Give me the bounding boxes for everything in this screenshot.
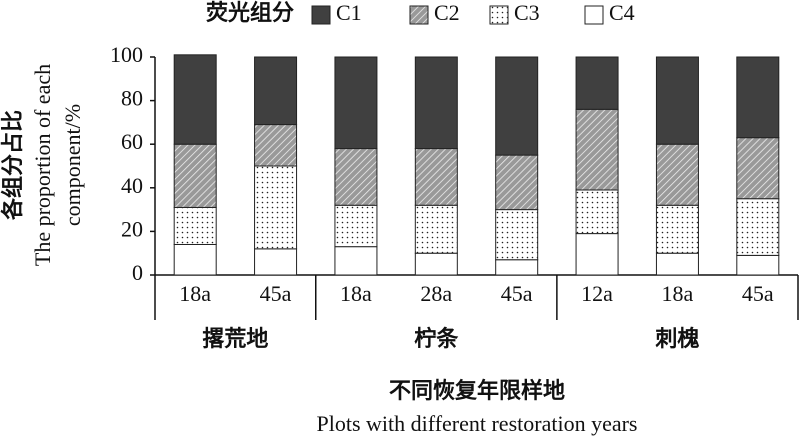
- bar-segment: [495, 154, 539, 211]
- bar-segment: [655, 204, 699, 254]
- x-tick-label: 18a: [340, 281, 372, 306]
- x-tick-label: 12a: [581, 281, 613, 306]
- bar-segment: [736, 198, 780, 256]
- legend-label: C4: [609, 0, 635, 25]
- bar-segment: [173, 54, 217, 145]
- legend-swatch: [311, 5, 331, 25]
- group-label: 柠条: [414, 326, 459, 351]
- y-tick-label: 100: [110, 42, 143, 67]
- group-label: 撂荒地: [202, 326, 268, 351]
- bar-segment: [575, 233, 619, 276]
- bar-segment: [254, 56, 298, 126]
- legend-swatch: [584, 5, 604, 25]
- bar-segment: [414, 56, 458, 150]
- legend-label: C2: [434, 0, 460, 25]
- bar-segment: [736, 137, 780, 200]
- y-tick-label: 0: [132, 260, 143, 285]
- bar-segment: [254, 165, 298, 250]
- y-axis-label: component/%: [60, 104, 85, 226]
- y-axis-label: The proportion of each: [30, 64, 55, 266]
- legend-swatch: [489, 5, 509, 25]
- y-tick-label: 80: [121, 86, 143, 111]
- legend-title: 荧光组分: [206, 0, 294, 25]
- group-label: 刺槐: [655, 326, 699, 351]
- bar-segment: [334, 246, 378, 276]
- bar-segment: [173, 243, 217, 276]
- bar-segment: [173, 143, 217, 208]
- bar-segment: [254, 248, 298, 276]
- bar-segment: [655, 143, 699, 206]
- bar-segment: [736, 254, 780, 276]
- bar-segment: [334, 148, 378, 206]
- x-tick-label: 28a: [420, 281, 452, 306]
- bar-segment: [334, 204, 378, 248]
- x-tick-label: 45a: [501, 281, 533, 306]
- y-tick-label: 60: [121, 129, 143, 154]
- bar-segment: [414, 148, 458, 206]
- bar-segment: [575, 189, 619, 235]
- x-tick-label: 18a: [662, 281, 694, 306]
- bar-segment: [495, 56, 539, 156]
- bar-segment: [655, 56, 699, 145]
- x-axis-label: Plots with different restoration years: [317, 411, 638, 436]
- bar-segment: [575, 108, 619, 191]
- bar-segment: [414, 204, 458, 254]
- legend-swatch: [409, 5, 429, 25]
- bar-segment: [254, 124, 298, 167]
- legend-label: C3: [514, 0, 540, 25]
- bar-segment: [334, 56, 378, 150]
- bar-segment: [655, 252, 699, 276]
- y-tick-label: 20: [121, 216, 143, 241]
- bar-segment: [173, 206, 217, 245]
- x-tick-label: 18a: [179, 281, 211, 306]
- bar-segment: [736, 56, 780, 139]
- bar-segment: [495, 259, 539, 276]
- y-axis-label: 各组分占比: [0, 110, 25, 221]
- bar-segment: [414, 252, 458, 276]
- x-axis-label: 不同恢复年限样地: [389, 378, 565, 403]
- legend-label: C1: [336, 0, 362, 25]
- x-tick-label: 45a: [742, 281, 774, 306]
- y-tick-label: 40: [121, 173, 143, 198]
- bar-segment: [495, 209, 539, 261]
- bar-segment: [575, 56, 619, 110]
- x-tick-label: 45a: [260, 281, 292, 306]
